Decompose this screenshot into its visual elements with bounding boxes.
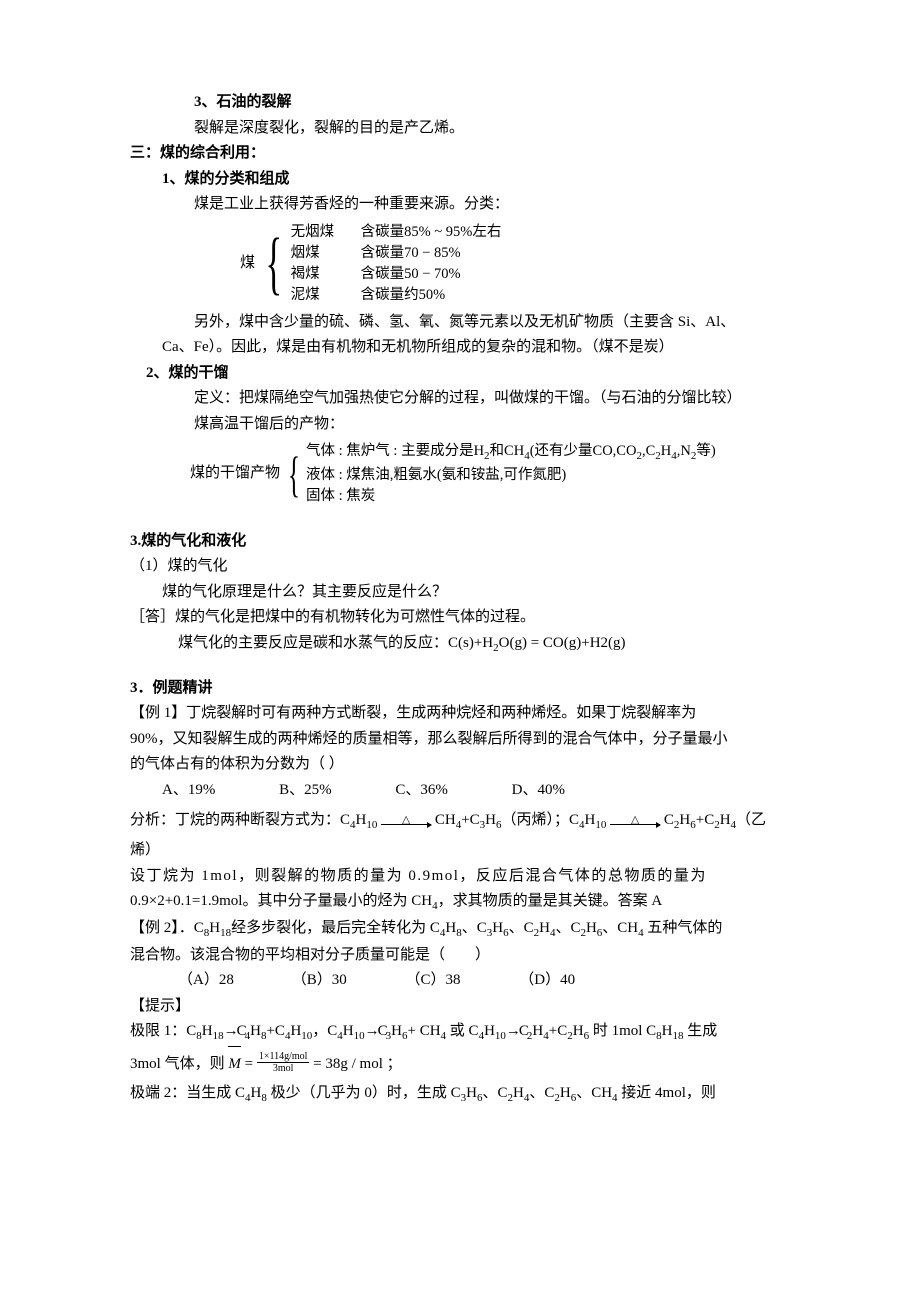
reaction-arrow-icon: △ [610,816,660,825]
heading-examples: 3．例题精讲 [130,676,790,702]
dry-distillation-brace: 煤的干馏产物 { 气体 : 焦炉气 : 主要成分是H2和CH4(还有少量CO,C… [190,441,790,507]
option-a: （A）28 [178,968,288,994]
limit-1: 极限 1：C8H18→C4H8+C4H10，C4H10→C3H6+ CH4 或 … [130,1019,790,1046]
example-1-analysis-4: 0.9×2+0.1=1.9mol。其中分子量最小的烃为 CH4，求其物质的量是其… [130,889,790,916]
distill-products-list: 气体 : 焦炉气 : 主要成分是H2和CH4(还有少量CO,CO2,C2H4,N… [306,441,716,507]
coal-carbon: 含碳量85% ~ 95%左右 [361,222,502,243]
hint-label: 【提示】 [130,994,790,1020]
mean-molar-mass-symbol: M [228,1046,241,1081]
example-2-line1: 【例 2】．C8H18经多步裂化，最后完全转化为 C4H8、C3H6、C2H4、… [130,916,790,943]
distill-solid-row: 固体 : 焦炭 [306,486,716,507]
coal-types-list: 无烟煤含碳量85% ~ 95%左右 烟煤含碳量70 − 85% 褐煤含碳量50 … [291,222,502,306]
fraction-numerator: 1×114g/mol [257,1051,310,1063]
brace-label-distill: 煤的干馏产物 [190,461,282,487]
coal-carbon: 含碳量50 − 70% [361,264,461,285]
option-b: （B）30 [292,968,402,994]
left-brace-icon: { [288,454,300,494]
example-2-line2: 混合物。该混合物的平均相对分子质量可能是（ ） [130,943,790,969]
fraction: 1×114g/mol 3mol [257,1051,310,1074]
coal-row: 烟煤含碳量70 − 85% [291,243,502,264]
coal-note-2: Ca、Fe）。因此，煤是由有机物和无机物所组成的复杂的混和物。（煤不是炭） [130,335,790,361]
limit-1-result: 3mol 气体，则 M = 1×114g/mol 3mol = 38g / mo… [130,1046,790,1081]
option-b: B、25% [279,778,332,804]
heading-petroleum-cracking: 3、石油的裂解 [130,90,790,116]
heading-coal-classification: 1、煤的分类和组成 [130,167,790,193]
para-dry-dist-def: 定义：把煤隔绝空气加强热使它分解的过程，叫做煤的干馏。（与石油的分馏比较） [130,386,790,412]
heading-gasification: 3.煤的气化和液化 [130,529,790,555]
coal-name: 褐煤 [291,264,361,285]
gasification-subhead: （1）煤的气化 [130,554,790,580]
coal-row: 泥煤含碳量约50% [291,285,502,306]
coal-classification-brace: 煤 { 无烟煤含碳量85% ~ 95%左右 烟煤含碳量70 − 85% 褐煤含碳… [240,222,790,306]
para-cracking: 裂解是深度裂化，裂解的目的是产乙烯。 [130,116,790,142]
example-1-line3: 的气体占有的体积为分数为（ ） [130,752,790,778]
coal-carbon: 含碳量70 − 85% [361,243,461,264]
option-d: （D）40 [519,968,629,994]
example-2-options: （A）28 （B）30 （C）38 （D）40 [130,968,790,994]
distill-gas-row: 气体 : 焦炉气 : 主要成分是H2和CH4(还有少量CO,CO2,C2H4,N… [306,441,716,465]
reaction-arrow-icon: △ [381,816,431,825]
heading-dry-distillation: 2、煤的干馏 [130,361,790,387]
coal-note-1: 另外，煤中含少量的硫、磷、氢、氧、氮等元素以及无机矿物质（主要含 Si、Al、 [130,310,790,336]
option-c: C、36% [395,778,448,804]
coal-name: 无烟煤 [291,222,361,243]
para-coal-source: 煤是工业上获得芳香烃的一种重要来源。分类： [130,192,790,218]
gasification-question: 煤的气化原理是什么？其主要反应是什么？ [130,580,790,606]
distill-liquid-row: 液体 : 煤焦油,粗氨水(氨和铵盐,可作氮肥) [306,465,716,486]
document-page: 3、石油的裂解 裂解是深度裂化，裂解的目的是产乙烯。 三：煤的综合利用： 1、煤… [0,0,920,1302]
example-1-analysis-1: 分析：丁烷的两种断裂方式为：C4H10 △ CH4+C3H6（丙烯）；C4H10… [130,803,790,838]
option-c: （C）38 [406,968,516,994]
fraction-denominator: 3mol [257,1063,310,1074]
limit-2: 极端 2：当生成 C4H8 极少（几乎为 0）时，生成 C3H6、C2H4、C2… [130,1081,790,1108]
coal-carbon: 含碳量约50% [361,285,446,306]
option-a: A、19% [162,778,215,804]
example-1-analysis-3: 设丁烷为 1mol，则裂解的物质的量为 0.9mol，反应后混合气体的总物质的量… [130,864,790,890]
gasification-answer-1: ［答］煤的气化是把煤中的有机物转化为可燃性气体的过程。 [130,605,790,631]
para-dry-dist-products: 煤高温干馏后的产物： [130,412,790,438]
gasification-answer-2: 煤气化的主要反应是碳和水蒸气的反应：C(s)+H2O(g) = CO(g)+H2… [130,631,790,658]
coal-name: 泥煤 [291,285,361,306]
example-1-line2: 90%，又知裂解生成的两种烯烃的质量相等，那么裂解后所得到的混合气体中，分子量最… [130,727,790,753]
example-1-analysis-2: 烯） [130,838,790,864]
left-brace-icon: { [265,236,282,292]
example-1-line1: 【例 1】丁烷裂解时可有两种方式断裂，生成两种烷烃和两种烯烃。如果丁烷裂解率为 [130,701,790,727]
heading-coal-utilization: 三：煤的综合利用： [130,141,790,167]
coal-row: 褐煤含碳量50 − 70% [291,264,502,285]
brace-label-coal: 煤 [240,251,257,277]
coal-name: 烟煤 [291,243,361,264]
coal-row: 无烟煤含碳量85% ~ 95%左右 [291,222,502,243]
example-1-options: A、19% B、25% C、36% D、40% [130,778,790,804]
option-d: D、40% [512,778,565,804]
